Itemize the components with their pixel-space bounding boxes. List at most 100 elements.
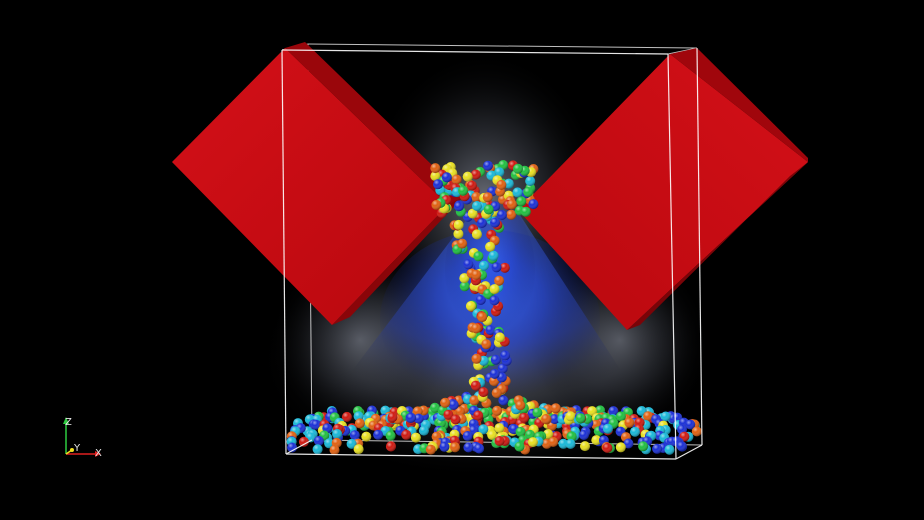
particle-shading: [485, 325, 496, 336]
particle-shading: [489, 295, 500, 306]
particle-shading: [453, 201, 464, 212]
particle-shading: [298, 436, 309, 447]
particle-shading: [470, 380, 481, 391]
particle-shading: [313, 435, 324, 446]
particle-shading: [494, 436, 505, 446]
particle-shading: [431, 199, 442, 210]
particle-shading: [458, 185, 469, 196]
particle-shading: [691, 426, 702, 437]
particle-shading: [475, 295, 486, 305]
particle-shading: [471, 353, 482, 364]
particle-shading: [478, 387, 489, 398]
particle-shading: [471, 192, 482, 202]
particle-shading: [497, 363, 508, 374]
particle-shading: [457, 238, 468, 249]
particle-shading: [602, 423, 613, 434]
particle-shading: [459, 273, 470, 284]
particle-shading: [503, 178, 514, 189]
x-axis-arrow: [95, 451, 101, 457]
particle-shading: [462, 431, 473, 441]
particle-shading: [528, 199, 539, 210]
particle-shading: [580, 441, 590, 452]
y-axis-dot: [70, 448, 74, 452]
particle-shading: [463, 442, 474, 453]
particle-shading: [329, 445, 340, 455]
particle-shading: [470, 169, 481, 180]
particle-shading: [624, 417, 635, 428]
particle-shading: [660, 411, 671, 422]
particle-shading: [385, 441, 396, 452]
particle-shading: [652, 443, 663, 454]
particle-shading: [485, 241, 496, 252]
particle-shading: [496, 179, 507, 190]
particle-shading: [514, 441, 525, 452]
particle-shading: [575, 413, 586, 424]
particle-shading: [630, 426, 640, 437]
particle-shading: [462, 171, 473, 182]
y-axis-label: Y: [73, 443, 81, 454]
particle-shading: [491, 388, 502, 398]
particle-shading: [494, 332, 505, 343]
particle-shading: [332, 429, 343, 439]
particle-shading: [401, 429, 412, 440]
particle-shading: [341, 411, 352, 422]
particle-shading: [489, 284, 500, 295]
orientation-axes: Z Y X: [63, 417, 102, 459]
bounding-box-front: [281, 47, 703, 460]
particle-shading: [441, 172, 452, 183]
particle-shading: [548, 436, 559, 447]
particle-shading: [578, 430, 589, 440]
particle-shading: [473, 251, 484, 262]
particle-shading: [471, 269, 482, 280]
particle-shading: [520, 206, 531, 217]
particle-shading: [472, 201, 482, 211]
particle-shading: [491, 262, 502, 273]
x-axis-label: X: [95, 448, 102, 459]
particle-shading: [516, 196, 527, 207]
particle-shading: [478, 260, 489, 271]
particle-shading: [478, 424, 489, 435]
particle-shading: [685, 419, 696, 430]
particle-shading: [558, 438, 569, 449]
particle-shading: [615, 411, 626, 422]
particle-shading: [496, 210, 507, 220]
particle-shading: [483, 160, 493, 171]
particle-shading: [418, 425, 429, 436]
particle-shading: [430, 171, 441, 182]
particle-shading: [465, 301, 476, 311]
particle-shading: [494, 423, 505, 434]
particle-shading: [385, 430, 396, 441]
particle-shading: [498, 395, 509, 406]
particle-shading: [565, 411, 576, 422]
particle-shading: [519, 412, 530, 423]
particle-shading: [410, 432, 421, 443]
particle-shading: [477, 312, 488, 323]
particle-shading: [664, 444, 675, 455]
particle-shading: [615, 442, 626, 453]
particle-shading: [643, 411, 654, 422]
particle-shading: [454, 406, 465, 417]
particle-shading: [451, 174, 462, 185]
particle-shading: [463, 259, 474, 270]
particle-shading: [490, 217, 500, 228]
particle-shading: [523, 187, 534, 197]
particle-shading: [487, 430, 498, 441]
particle-shading: [453, 219, 464, 230]
particle-shading: [349, 430, 360, 441]
particle-shading: [506, 199, 517, 210]
particle-shading: [483, 204, 494, 215]
particle-shading: [500, 350, 511, 361]
particles: [286, 160, 702, 455]
particle-shading: [312, 444, 323, 455]
particle-shading: [532, 407, 543, 418]
particle-shading: [469, 395, 480, 406]
particle-shading: [353, 444, 364, 455]
particle-shading: [354, 418, 365, 429]
particle-shading: [494, 275, 505, 286]
particle-shading: [430, 163, 441, 174]
particle-shading: [474, 443, 485, 454]
particle-shading: [466, 180, 477, 191]
particle-shading: [346, 438, 357, 449]
